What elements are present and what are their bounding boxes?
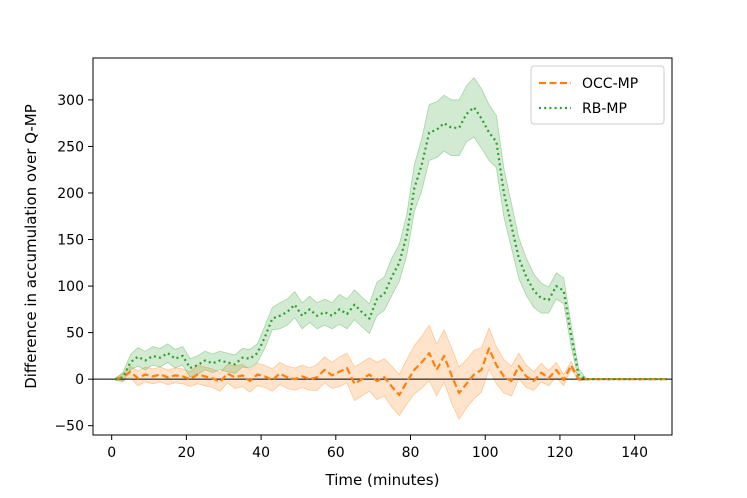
y-axis-title: Difference in accumulation over Q-MP xyxy=(22,104,40,389)
x-tick-label: 0 xyxy=(107,445,116,461)
x-tick-label: 20 xyxy=(177,445,195,461)
x-tick-label: 120 xyxy=(547,445,574,461)
x-tick-label: 40 xyxy=(252,445,270,461)
x-tick-label: 60 xyxy=(327,445,345,461)
series-line-occ-mp xyxy=(115,347,669,397)
x-axis-title: Time (minutes) xyxy=(325,471,440,489)
legend-label-occ-mp: OCC-MP xyxy=(582,76,638,92)
y-tick-label: 200 xyxy=(57,186,84,202)
y-tick-label: 50 xyxy=(66,326,84,342)
y-axis-ticks: −50 0 50 100 150 200 250 300 xyxy=(54,93,93,435)
y-tick-label: 150 xyxy=(57,233,84,249)
legend-label-rb-mp: RB-MP xyxy=(582,101,627,117)
axes xyxy=(92,57,673,436)
y-tick-label: 250 xyxy=(57,139,84,155)
plot-frame xyxy=(92,57,673,436)
x-axis-ticks: 0 20 40 60 80 100 120 140 xyxy=(107,435,648,461)
y-tick-label: 300 xyxy=(57,93,84,109)
x-tick-label: 140 xyxy=(621,445,648,461)
y-tick-label: −50 xyxy=(54,419,84,435)
y-tick-label: 0 xyxy=(75,372,84,388)
y-tick-label: 100 xyxy=(57,279,84,295)
legend-box xyxy=(530,65,665,125)
x-tick-label: 80 xyxy=(402,445,420,461)
legend: OCC-MP RB-MP xyxy=(530,65,665,125)
series-lines xyxy=(115,106,669,397)
x-tick-label: 100 xyxy=(472,445,499,461)
